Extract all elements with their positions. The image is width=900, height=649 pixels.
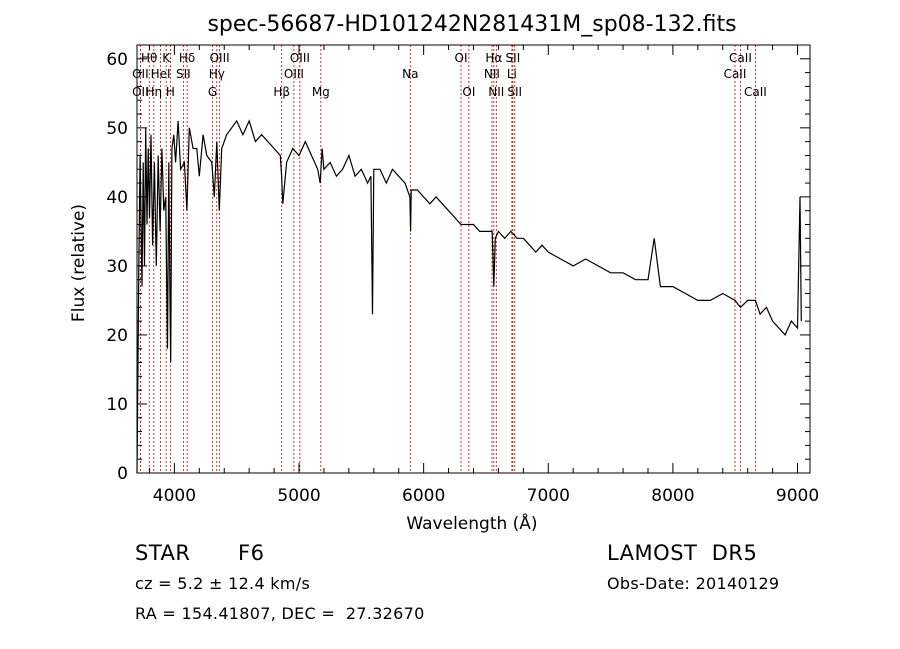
spectral-line-label: NII [484, 67, 500, 81]
y-tick-label: 10 [106, 395, 128, 415]
y-tick-label: 20 [106, 326, 128, 346]
spectral-line-label: G [208, 85, 217, 99]
x-tick-label: 9000 [776, 486, 819, 506]
spectral-line-label: Hβ [273, 85, 290, 99]
y-tick-label: 50 [106, 119, 128, 139]
observation-date: Obs-Date: 20140129 [607, 574, 780, 593]
coordinates: RA = 154.41807, DEC = 27.32670 [135, 604, 425, 623]
spectral-line-label: HeI [151, 67, 171, 81]
spectral-line-label: OII [132, 67, 149, 81]
spectrum-line [136, 119, 802, 474]
spectral-line-label: Hη [146, 85, 163, 99]
spectral-line-label: Hθ [141, 51, 157, 65]
x-tick-label: 8000 [651, 486, 694, 506]
chart-title: spec-56687-HD101242N281431M_sp08-132.fit… [207, 12, 736, 37]
x-tick-label: 6000 [402, 486, 445, 506]
object-class: STAR [135, 541, 191, 565]
spectral-line-label: CaII [724, 67, 747, 81]
spectral-line-label: Hα [485, 51, 502, 65]
spectral-line-label: CaII [729, 51, 752, 65]
spectral-line-label: H [166, 85, 175, 99]
y-axis-label: Flux (relative) [69, 204, 89, 322]
x-axis-label: Wavelength (Å) [406, 512, 537, 534]
x-axis: 4000 5000 6000 7000 8000 9000 [148, 45, 819, 506]
spectral-line-label: OIII [284, 67, 304, 81]
spectral-line-label: SII [176, 67, 191, 81]
spectral-line-label: Mg [312, 85, 330, 99]
x-tick-label: 7000 [527, 486, 570, 506]
spectral-line-label: Hγ [209, 67, 225, 81]
spectral-line-label: CaII [744, 85, 767, 99]
spectral-line-label: OIII [210, 51, 230, 65]
y-tick-label: 40 [106, 188, 128, 208]
spectral-line-label: OII [132, 85, 149, 99]
spectral-line-label: OI [462, 85, 475, 99]
x-tick-label: 4000 [153, 486, 196, 506]
y-tick-label: 60 [106, 50, 128, 70]
y-axis: 0 10 20 30 40 50 60 [106, 44, 810, 484]
spectral-line-label: Li [507, 67, 517, 81]
y-tick-label: 0 [117, 464, 128, 484]
y-tick-label: 30 [106, 257, 128, 277]
x-tick-label: 5000 [277, 486, 320, 506]
spectral-line-label: OIII [290, 51, 310, 65]
spectral-line-label: NII [488, 85, 504, 99]
subclass: F6 [238, 541, 265, 565]
spectral-line-label: Hδ [179, 51, 195, 65]
spectral-line-label: K [162, 51, 171, 65]
redshift-velocity: cz = 5.2 ± 12.4 km/s [135, 574, 311, 593]
spectral-line-markers [139, 45, 756, 473]
spectral-line-label: SII [507, 85, 522, 99]
spectral-line-label: SII [506, 51, 521, 65]
spectral-line-label: OI [455, 51, 468, 65]
spectral-line-label: Na [402, 67, 418, 81]
survey-name: LAMOST DR5 [607, 541, 758, 565]
